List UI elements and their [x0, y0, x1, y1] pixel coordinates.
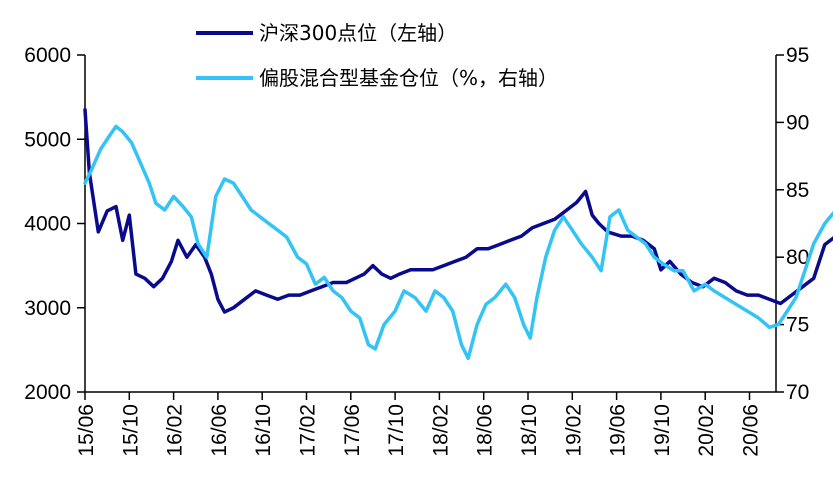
x-tick-label: 15/06	[75, 404, 98, 457]
fund-position-series-line	[83, 124, 833, 361]
legend: 沪深300点位（左轴） 偏股混合型基金仓位（%，右轴）	[196, 21, 558, 90]
x-tick-label: 19/02	[562, 404, 585, 457]
x-tick-label: 16/06	[208, 404, 231, 457]
x-tick-label: 17/10	[385, 404, 408, 457]
left-tick-label: 6000	[24, 44, 71, 67]
series-layer	[83, 108, 833, 361]
x-tick-label: 20/02	[695, 404, 718, 457]
x-tick-label: 15/10	[119, 404, 142, 457]
left-tick-label: 2000	[24, 381, 71, 404]
x-tick-label: 16/10	[252, 404, 275, 457]
right-tick-label: 70	[786, 381, 809, 404]
x-tick-label: 16/02	[164, 404, 187, 457]
x-axis: 15/06 15/10 16/02 16/06 16/10 17/02 17/06 17/10…	[75, 391, 776, 457]
right-tick-label: 85	[786, 179, 809, 202]
x-tick-label: 20/06	[740, 404, 763, 457]
right-tick-label: 90	[786, 111, 809, 134]
x-tick-label: 18/10	[518, 404, 541, 457]
right-tick-label: 80	[786, 246, 809, 269]
x-tick-label: 19/06	[607, 404, 630, 457]
right-tick-label: 75	[786, 314, 809, 337]
x-tick-label: 17/02	[297, 404, 320, 457]
right-y-axis: 70 75 80 85 90 95	[775, 44, 809, 404]
x-tick-label: 18/02	[429, 404, 452, 457]
right-tick-label: 95	[786, 44, 809, 67]
x-tick-label: 18/06	[474, 404, 497, 457]
x-tick-label: 17/06	[341, 404, 364, 457]
left-tick-label: 5000	[24, 128, 71, 151]
left-y-axis: 2000 3000 4000 5000 6000	[24, 44, 86, 404]
legend-item-fund-position-label: 偏股混合型基金仓位（%，右轴）	[259, 66, 558, 90]
legend-item-csi300-label: 沪深300点位（左轴）	[259, 21, 457, 45]
left-tick-label: 3000	[24, 297, 71, 320]
csi300-series-line	[83, 108, 833, 314]
left-tick-label: 4000	[24, 213, 71, 236]
x-tick-label: 19/10	[651, 404, 674, 457]
